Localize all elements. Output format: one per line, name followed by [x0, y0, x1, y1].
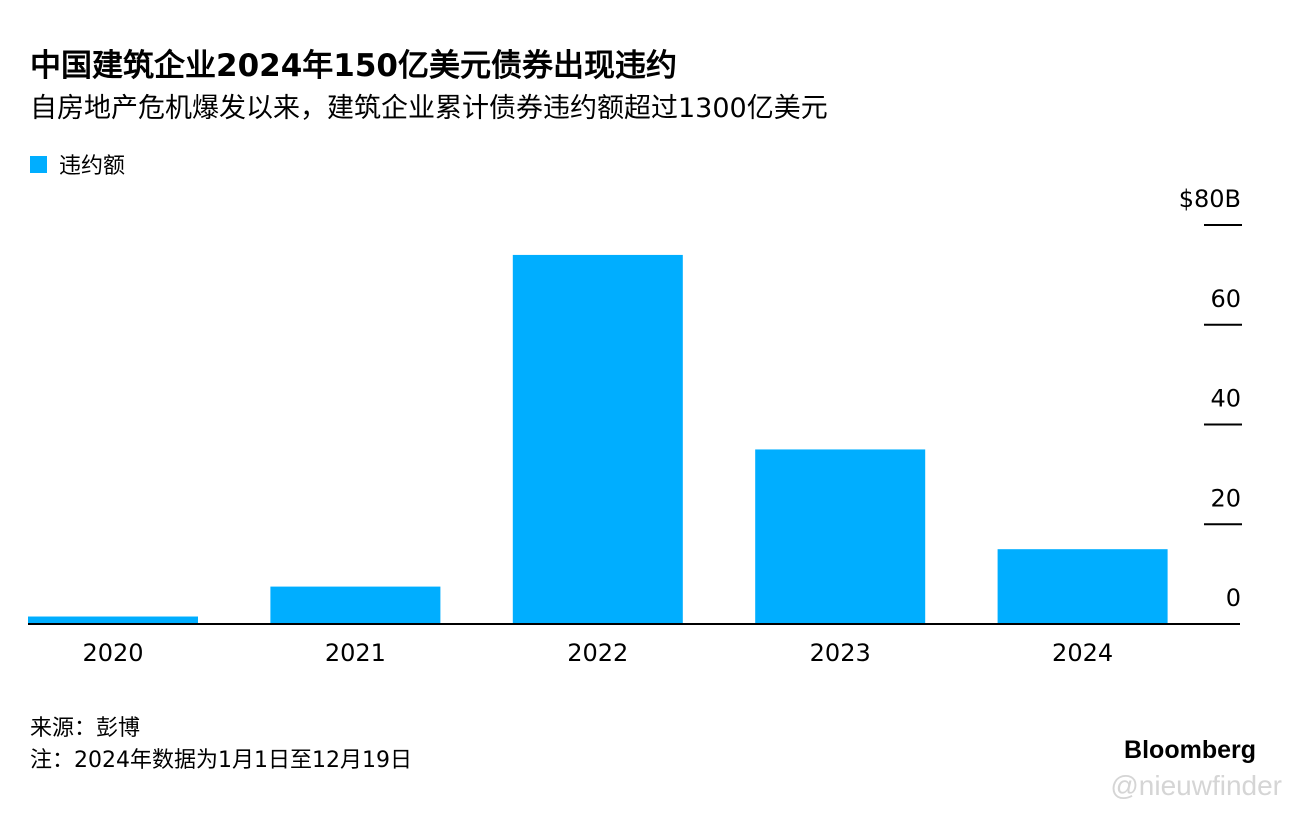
chart-subtitle: 自房地产危机爆发以来，建筑企业累计债券违约额超过1300亿美元	[30, 93, 828, 124]
y-tick-label: 60	[1210, 285, 1241, 313]
chart-title: 中国建筑企业2024年150亿美元债券出现违约	[30, 48, 677, 84]
y-tick-label: 40	[1210, 385, 1241, 413]
bar-2022	[512, 254, 683, 625]
bar-2020	[28, 616, 198, 624]
y-tick-label: 0	[1226, 584, 1241, 612]
x-tick-label: 2024	[1052, 639, 1113, 667]
x-tick-label: 2021	[325, 639, 386, 667]
legend-label: 违约额	[59, 154, 126, 179]
bar-chart: $80B 60 40 20 0 2020 2021 2022 2023 2024	[28, 185, 1242, 667]
legend: 违约额	[30, 148, 125, 180]
watermark: @nieuwfinder	[1110, 770, 1282, 801]
y-tick-label: $80B	[1179, 185, 1241, 213]
bar-2024	[997, 549, 1168, 624]
legend-swatch	[30, 155, 47, 173]
x-tick-label: 2020	[82, 639, 143, 667]
bar-2021	[270, 586, 441, 624]
x-tick-label: 2023	[810, 639, 871, 667]
y-tick-label: 20	[1210, 484, 1241, 512]
bar-2023	[755, 449, 926, 624]
bloomberg-logo: Bloomberg	[1124, 736, 1256, 764]
x-tick-label: 2022	[567, 639, 628, 667]
footnote: 注：2024年数据为1月1日至12月19日	[30, 748, 412, 773]
source-note: 来源：彭博	[30, 716, 141, 741]
